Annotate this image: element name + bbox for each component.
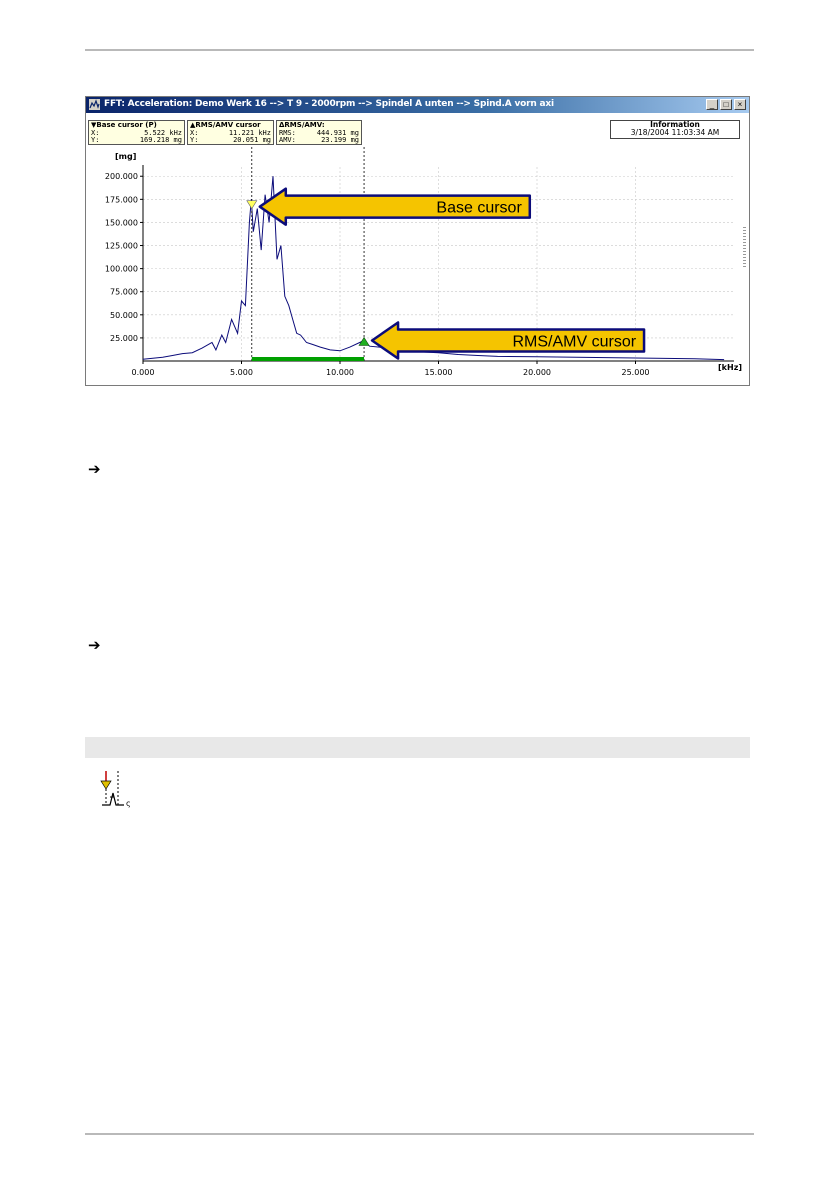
maximize-button[interactable]: □ — [720, 99, 732, 110]
x-tick-label: 20.000 — [523, 368, 551, 377]
base-cursor-callout-label: Base cursor — [436, 200, 522, 217]
rms-x-label: X: — [190, 128, 199, 137]
base-x-value: 5.522 kHz — [144, 128, 182, 137]
x-tick-label: 15.000 — [425, 368, 453, 377]
y-tick-label: 100.000 — [105, 265, 138, 274]
x-tick-label: 0.000 — [132, 368, 155, 377]
base-cursor-heading: ▼Base cursor (P) — [91, 121, 157, 129]
window-titlebar[interactable]: FFT: Acceleration: Demo Werk 16 --> T 9 … — [86, 97, 749, 113]
y-tick-label: 175.000 — [105, 195, 138, 204]
rms-cursor-heading: ▲RMS/AMV cursor — [190, 121, 261, 129]
rms-amv-panel: ΔRMS/AMV: RMS: 444.931 mg AMV: 23.199 mg — [276, 120, 362, 145]
fft-spectrum-chart[interactable]: 25.000 50.000 75.000 100.000 125.000 150.000 1… — [86, 97, 750, 386]
x-axis-label: [kHz] — [718, 363, 742, 372]
information-timestamp: 3/18/2004 11:03:34 AM — [630, 128, 720, 137]
y-tick-label: 125.000 — [105, 242, 138, 251]
header-rule — [85, 49, 754, 51]
rms-amv-heading: ΔRMS/AMV: — [279, 121, 325, 129]
y-axis-label: [mg] — [115, 152, 136, 161]
y-tick-label: 200.000 — [105, 172, 138, 181]
bullet-arrow-2: ➔ — [88, 636, 101, 654]
y-tick-label: 150.000 — [105, 218, 138, 227]
base-cursor-panel: ▼Base cursor (P) X: 5.522 kHz Y: 169.218 m… — [88, 120, 185, 145]
bullet-arrow-1: ➔ — [88, 460, 101, 478]
spectrum-line — [142, 176, 725, 361]
amv-label: AMV: — [279, 136, 296, 144]
rms-x-value: 11.221 kHz — [228, 128, 271, 137]
x-tick-label: 25.000 — [622, 368, 650, 377]
cursor-range-bar — [251, 357, 365, 361]
base-y-value: 169.218 mg — [139, 136, 182, 144]
rms-label: RMS: — [279, 128, 296, 137]
close-button[interactable]: × — [734, 99, 746, 110]
y-tick-label: 50.000 — [110, 311, 138, 320]
rms-value: 444.931 mg — [316, 128, 359, 137]
footer-rule — [85, 1133, 754, 1135]
rms-cursor-marker — [358, 336, 370, 346]
base-y-label: Y: — [91, 136, 100, 144]
fft-app-icon — [89, 99, 100, 110]
x-tick-label: 5.000 — [230, 368, 253, 377]
rms-cursor-callout-arrow — [370, 321, 646, 360]
resize-grip[interactable] — [743, 227, 746, 267]
base-cursor-callout-arrow — [258, 187, 532, 226]
rms-cursor-callout-label: RMS/AMV cursor — [512, 333, 636, 350]
information-heading: Information — [650, 120, 700, 129]
fft-window[interactable]: FFT: Acceleration: Demo Werk 16 --> T 9 … — [85, 96, 750, 386]
rms-cursor-panel: ▲RMS/AMV cursor X: 11.221 kHz Y: 20.051 mg — [187, 120, 274, 145]
rms-y-value: 20.051 mg — [233, 136, 271, 144]
minimize-button[interactable]: _ — [706, 99, 718, 110]
svg-text:ς: ς — [126, 799, 131, 808]
base-cursor-marker — [246, 200, 258, 210]
section-band — [85, 737, 750, 758]
x-tick-label: 10.000 — [326, 368, 354, 377]
amv-value: 23.199 mg — [321, 136, 359, 144]
rms-y-label: Y: — [190, 136, 199, 144]
cursor-tool-icon[interactable]: ς — [100, 771, 136, 809]
information-box: Information 3/18/2004 11:03:34 AM — [610, 120, 740, 139]
y-tick-label: 75.000 — [110, 288, 138, 297]
y-tick-label: 25.000 — [110, 334, 138, 343]
window-title: FFT: Acceleration: Demo Werk 16 --> T 9 … — [104, 99, 554, 109]
base-x-label: X: — [91, 128, 100, 137]
